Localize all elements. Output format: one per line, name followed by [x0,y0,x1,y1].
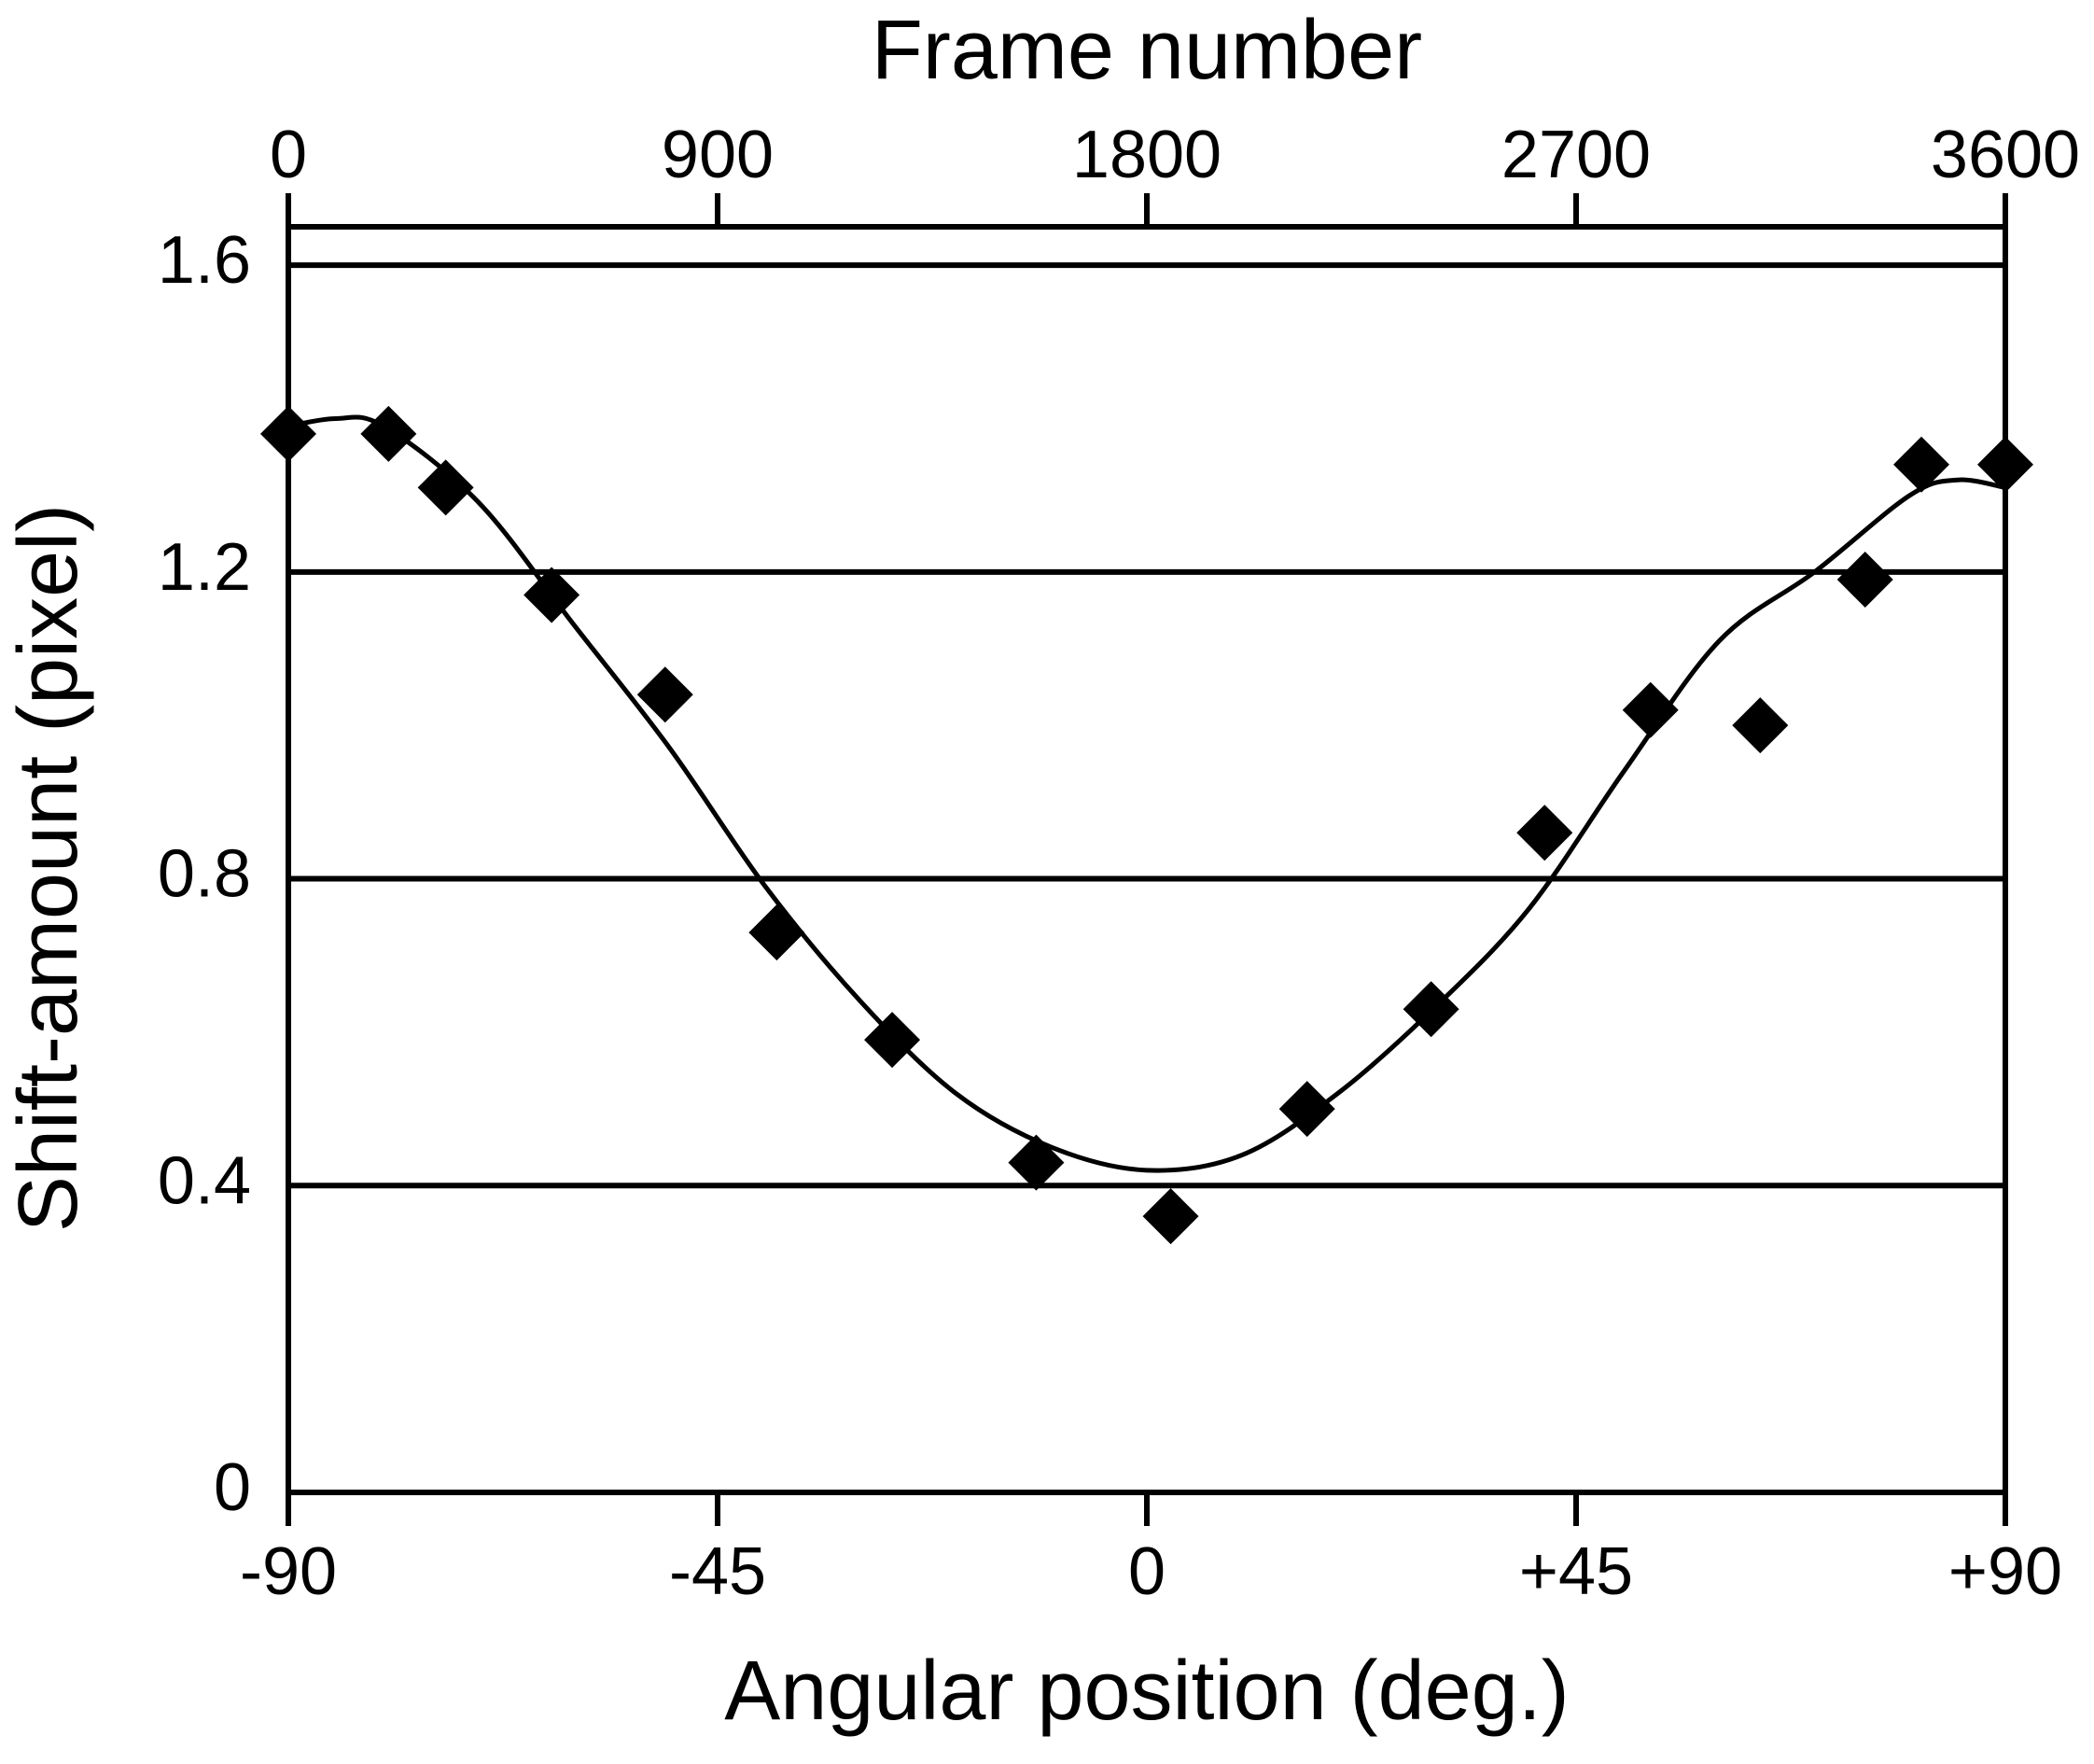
x2-axis-title: Frame number [872,4,1422,97]
x-tick-label: -90 [240,1534,337,1609]
data-point [417,459,474,516]
data-point [1142,1188,1199,1245]
data-point [748,904,805,961]
x-axis-title: Angular position (deg.) [724,1645,1570,1738]
x-tick-label: +90 [1948,1534,2062,1609]
data-point [864,1012,921,1069]
data-point [524,567,580,623]
y-tick-label: 1.6 [158,223,251,298]
y-tick-label: 0.4 [158,1143,251,1218]
data-point [1278,1081,1335,1138]
x2-tick-label: 0 [270,118,307,192]
x2-tick-label: 3600 [1931,118,2080,192]
data-point [1008,1134,1065,1191]
x2-tick-label: 2700 [1501,118,1651,192]
y-tick-label: 0 [214,1450,251,1525]
data-point [360,405,417,462]
data-point [1732,697,1789,754]
x-tick-label: 0 [1128,1534,1166,1609]
x-tick-label: +45 [1519,1534,1633,1609]
x2-tick-label: 900 [662,118,774,192]
x-tick-label: -45 [669,1534,766,1609]
data-point [260,405,316,462]
data-point [636,666,693,723]
y-tick-label: 1.2 [158,530,251,605]
data-point [1836,552,1893,609]
data-point [1893,436,1950,493]
y-axis-title: Shift-amount (pixel) [2,504,95,1232]
x2-tick-label: 1800 [1072,118,1222,192]
data-point [1403,981,1459,1038]
fit-curve [287,414,2006,1173]
data-point [1622,681,1679,738]
y-tick-label: 0.8 [158,837,251,912]
data-point [1977,436,2033,493]
data-point [1516,805,1573,861]
